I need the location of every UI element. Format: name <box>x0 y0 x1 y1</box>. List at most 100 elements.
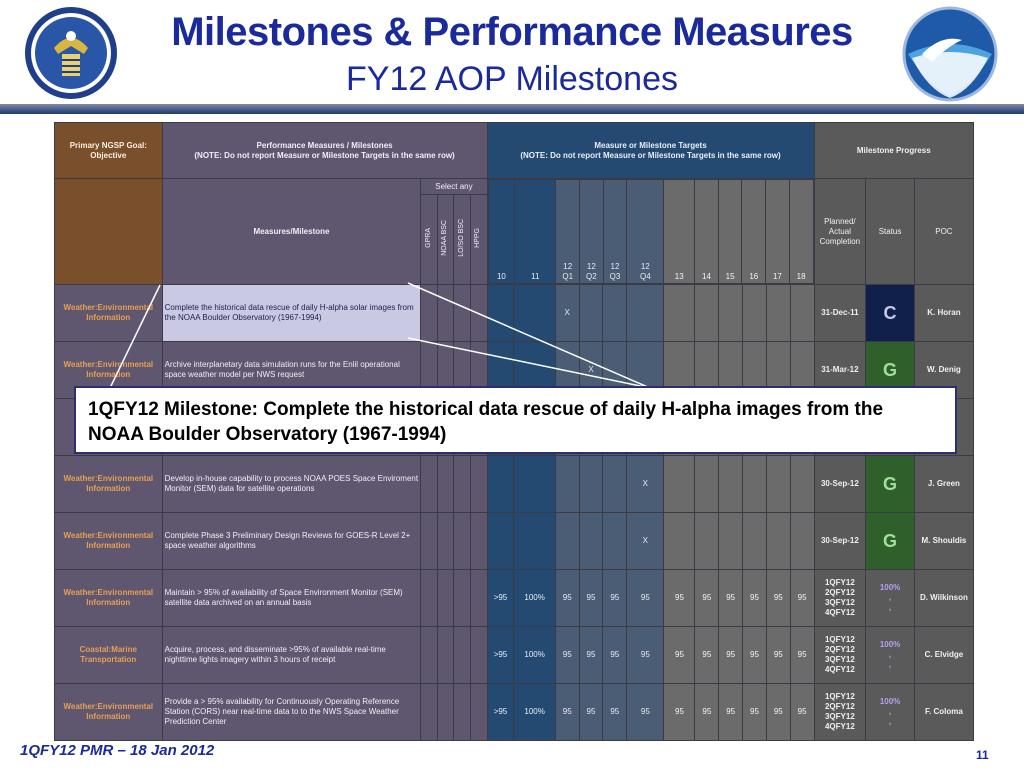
milestone-cell: Develop in-house capability to process N… <box>161 455 422 513</box>
target-cell <box>718 512 744 570</box>
header-measures-milestone: Measures/Milestone <box>161 178 422 285</box>
table-row: Weather:Environmental Information Provide… <box>54 683 975 741</box>
milestone-callout: 1QFY12 Milestone: Complete the historica… <box>74 386 957 454</box>
select-cell <box>420 683 438 741</box>
goal-cell: Weather:Environmental Information <box>54 683 163 741</box>
milestone-cell: Maintain > 95% of availability of Space … <box>161 569 422 627</box>
header-planned-actual: Planned/ Actual Completion <box>813 178 867 285</box>
select-cell <box>436 569 455 627</box>
target-col-header: 12 Q1 <box>555 179 581 284</box>
target-col-header: 10 <box>488 179 516 284</box>
select-cell <box>420 626 438 684</box>
target-col-header: 12 Q2 <box>579 179 604 284</box>
milestone-cell: Provide a > 95% availability for Continu… <box>161 683 422 741</box>
target-cell: X <box>554 284 580 342</box>
completion-cell: 1QFY12 2QFY12 3QFY12 4QFY12 <box>813 569 867 627</box>
target-cell <box>663 455 696 513</box>
select-cell <box>420 284 438 342</box>
noaa-logo-icon <box>902 6 998 102</box>
target-cell <box>765 284 791 342</box>
header-targets-title: Measure or Milestone Targets <box>594 140 707 150</box>
table-row: Weather:Environmental Information Complet… <box>54 284 975 342</box>
select-col-label: GPRA <box>424 228 432 248</box>
target-cell: 95 <box>694 683 720 741</box>
select-cell <box>469 626 488 684</box>
target-cell: 95 <box>718 683 744 741</box>
goal-cell: Weather:Environmental Information <box>54 455 163 513</box>
target-col-header: 18 <box>788 179 814 284</box>
target-cell <box>486 455 515 513</box>
target-cell <box>718 455 744 513</box>
header-goal-spacer <box>54 178 163 285</box>
select-cell <box>436 455 455 513</box>
select-cell <box>436 683 455 741</box>
select-col-label: LO/SO BSC <box>457 219 465 257</box>
select-cell <box>453 626 471 684</box>
target-cell: 95 <box>578 683 604 741</box>
target-cell <box>694 284 720 342</box>
target-col-header: 16 <box>741 179 767 284</box>
target-cell <box>789 512 815 570</box>
target-cell: 95 <box>626 683 665 741</box>
status-cell: 100% , , <box>865 569 915 627</box>
target-cell: 95 <box>602 569 628 627</box>
target-cell: 95 <box>663 683 696 741</box>
target-cell: 95 <box>789 683 815 741</box>
target-cell: 95 <box>694 569 720 627</box>
select-cell <box>436 284 455 342</box>
target-cell: 95 <box>765 683 791 741</box>
select-cell <box>436 512 455 570</box>
commerce-seal-icon <box>25 7 117 99</box>
target-cell <box>718 284 744 342</box>
select-col-label: HPPG <box>474 228 482 248</box>
target-cell <box>742 284 767 342</box>
target-cell: 95 <box>602 683 628 741</box>
completion-cell: 31-Dec-11 <box>813 284 867 342</box>
target-col-header: 15 <box>717 179 743 284</box>
target-cell <box>765 455 791 513</box>
poc-cell: F. Coloma <box>913 683 975 741</box>
target-cell <box>694 455 720 513</box>
table-row: Weather:Environmental Information Complet… <box>54 512 975 570</box>
target-cell: 95 <box>789 626 815 684</box>
poc-cell: J. Green <box>913 455 975 513</box>
target-cell: 95 <box>626 626 665 684</box>
select-cell <box>420 569 438 627</box>
status-cell: 100% , , <box>865 683 915 741</box>
target-cell: 95 <box>742 683 767 741</box>
completion-cell: 1QFY12 2QFY12 3QFY12 4QFY12 <box>813 626 867 684</box>
completion-cell: 30-Sep-12 <box>813 455 867 513</box>
target-cell <box>602 512 628 570</box>
target-cell: 100% <box>513 626 556 684</box>
header-progress: Milestone Progress <box>813 122 974 179</box>
target-cell: 95 <box>554 626 580 684</box>
table-row: Weather:Environmental Information Maintai… <box>54 569 975 627</box>
target-cell <box>663 284 696 342</box>
target-col-header: 11 <box>514 179 557 284</box>
target-cell: >95 <box>486 626 515 684</box>
target-cell: >95 <box>486 683 515 741</box>
target-cell: 95 <box>742 626 767 684</box>
target-cols-header: 10 11 12 Q1 12 Q2 12 Q3 12 Q4 13 14 15 16 17 18 <box>488 179 814 284</box>
table-row: Weather:Environmental Information Develop… <box>54 455 975 513</box>
poc-cell: D. Wilkinson <box>913 569 975 627</box>
target-cell <box>486 284 515 342</box>
target-cell: 95 <box>765 626 791 684</box>
target-cell: X <box>626 512 665 570</box>
page-subtitle: FY12 AOP Milestones <box>346 60 678 98</box>
target-cell <box>513 284 556 342</box>
select-cell <box>420 512 438 570</box>
select-cell <box>453 512 471 570</box>
target-cell <box>789 284 815 342</box>
select-cell <box>469 683 488 741</box>
target-cell <box>513 512 556 570</box>
header-targets-note: (NOTE: Do not report Measure or Mileston… <box>520 150 781 160</box>
target-cell <box>626 284 665 342</box>
header-select-any: Select any <box>420 178 488 195</box>
select-col-header: HPPG <box>469 194 488 285</box>
header-targets: Measure or Milestone Targets (NOTE: Do n… <box>486 122 815 179</box>
target-cell <box>742 512 767 570</box>
target-col-header: 12 Q4 <box>626 179 665 284</box>
header-measures-title: Performance Measures / Milestones <box>256 140 393 150</box>
target-cell: 95 <box>663 569 696 627</box>
